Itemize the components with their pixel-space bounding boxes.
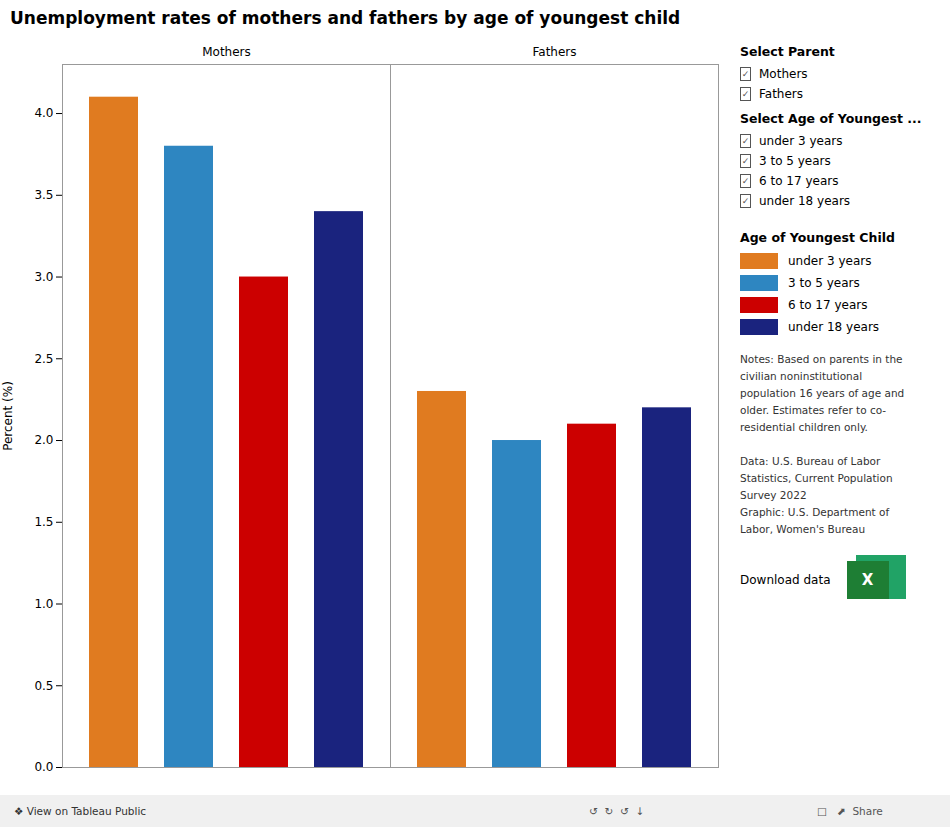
html-text:under 18 years: under 18 years <box>759 194 851 208</box>
html-text:Mothers: Mothers <box>759 67 808 81</box>
svg-text:3.5: 3.5 <box>34 188 53 202</box>
html-text:under 3 years: under 3 years <box>788 254 872 268</box>
html-text:Select Parent: Select Parent <box>740 44 835 59</box>
svg-text:0.5: 0.5 <box>34 679 53 693</box>
html-text:Download data: Download data <box>740 573 831 587</box>
html-text:Fathers: Fathers <box>759 87 803 101</box>
svg-text:0.0: 0.0 <box>34 760 53 774</box>
html-text:Labor, Women's Bureau: Labor, Women's Bureau <box>740 523 866 535</box>
html-text:older. Estimates refer to co-: older. Estimates refer to co- <box>740 404 887 416</box>
html-text:Notes: Based on parents in the: Notes: Based on parents in the <box>740 353 903 365</box>
svg-text:Mothers: Mothers <box>202 45 251 59</box>
svg-text:1.0: 1.0 <box>34 597 53 611</box>
html-text:□ ⬈ Share: □ ⬈ Share <box>817 805 883 817</box>
html-text:6 to 17 years: 6 to 17 years <box>788 298 868 312</box>
html-text:Survey 2022: Survey 2022 <box>740 489 807 501</box>
svg-text:2.5: 2.5 <box>34 352 53 366</box>
svg-text:1.5: 1.5 <box>34 515 53 529</box>
html-text:Data: U.S. Bureau of Labor: Data: U.S. Bureau of Labor <box>740 455 881 467</box>
html-text:under 18 years: under 18 years <box>788 320 880 334</box>
html-text:❖ View on Tableau Public: ❖ View on Tableau Public <box>14 805 147 817</box>
html-text:Age of Youngest Child: Age of Youngest Child <box>740 230 895 245</box>
html-text:Unemployment rates of mothers: Unemployment rates of mothers and father… <box>10 8 681 28</box>
svg-text:4.0: 4.0 <box>34 106 53 120</box>
svg-text:Percent (%): Percent (%) <box>1 381 15 451</box>
html-text:6 to 17 years: 6 to 17 years <box>759 174 839 188</box>
html-text:under 3 years: under 3 years <box>759 134 843 148</box>
svg-text:3.0: 3.0 <box>34 270 53 284</box>
html-text:Select Age of Youngest ...: Select Age of Youngest ... <box>740 111 922 126</box>
svg-text:Fathers: Fathers <box>532 45 576 59</box>
svg-text:2.0: 2.0 <box>34 433 53 447</box>
html-text:residential children only.: residential children only. <box>740 421 868 433</box>
html-text:Graphic: U.S. Department of: Graphic: U.S. Department of <box>740 506 890 518</box>
html-text:Statistics, Current Population: Statistics, Current Population <box>740 472 893 484</box>
html-text:population 16 years of age and: population 16 years of age and <box>740 387 905 399</box>
html-text:3 to 5 years: 3 to 5 years <box>759 154 831 168</box>
html-text:civilian noninstitutional: civilian noninstitutional <box>740 370 863 382</box>
html-text:X: X <box>861 571 874 589</box>
html-text:3 to 5 years: 3 to 5 years <box>788 276 860 290</box>
